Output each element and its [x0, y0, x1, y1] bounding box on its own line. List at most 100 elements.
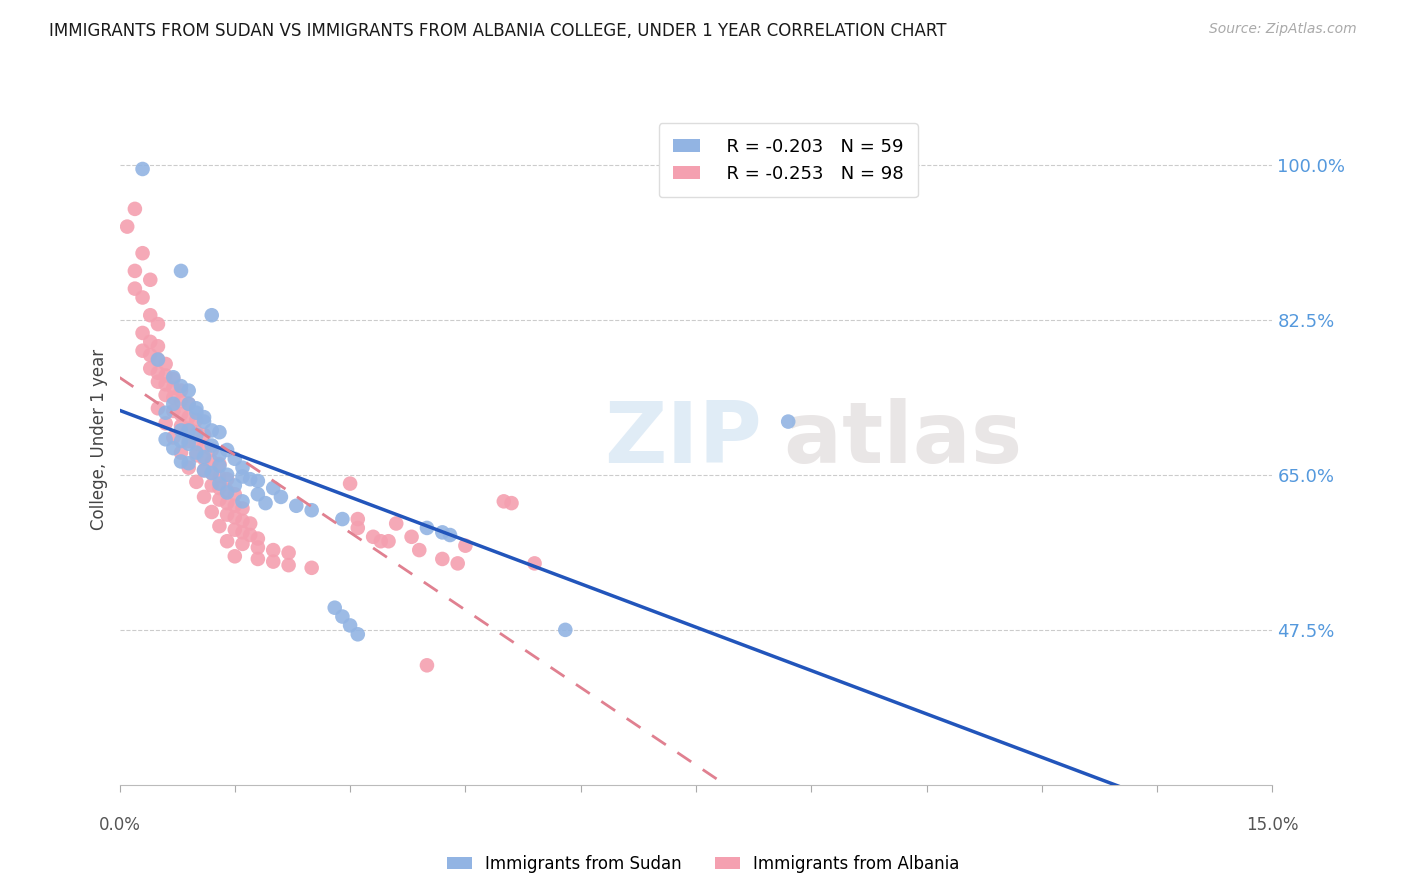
Point	[262, 481, 284, 495]
Point	[124, 202, 146, 216]
Point	[285, 499, 308, 513]
Point	[193, 463, 215, 477]
Point	[162, 397, 184, 411]
Point	[139, 308, 162, 322]
Point	[186, 428, 208, 442]
Point	[231, 537, 253, 551]
Point	[177, 410, 200, 425]
Point	[170, 454, 193, 468]
Point	[408, 543, 430, 558]
Point	[193, 439, 215, 453]
Text: 0.0%: 0.0%	[98, 816, 141, 834]
Point	[131, 326, 153, 340]
Point	[177, 422, 200, 436]
Point	[208, 448, 231, 462]
Point	[401, 530, 423, 544]
Point	[208, 457, 231, 471]
Point	[201, 442, 224, 457]
Point	[385, 516, 408, 531]
Point	[131, 161, 153, 176]
Text: 15.0%: 15.0%	[1246, 816, 1299, 834]
Point	[115, 219, 138, 234]
Point	[177, 424, 200, 438]
Point	[277, 558, 299, 573]
Point	[246, 474, 269, 488]
Point	[146, 352, 169, 367]
Point	[193, 415, 215, 429]
Point	[139, 334, 162, 349]
Point	[231, 501, 253, 516]
Point	[193, 410, 215, 425]
Point	[447, 557, 470, 571]
Point	[277, 546, 299, 560]
Point	[208, 458, 231, 473]
Point	[416, 658, 439, 673]
Point	[177, 460, 200, 475]
Point	[301, 503, 323, 517]
Point	[224, 451, 246, 466]
Point	[217, 508, 239, 522]
Point	[186, 445, 208, 459]
Point	[346, 512, 368, 526]
Point	[492, 494, 515, 508]
Point	[208, 476, 231, 491]
Point	[239, 472, 262, 486]
Legend: Immigrants from Sudan, Immigrants from Albania: Immigrants from Sudan, Immigrants from A…	[440, 848, 966, 880]
Point	[346, 521, 368, 535]
Point	[193, 428, 215, 442]
Point	[201, 466, 224, 480]
Text: atlas: atlas	[603, 398, 1022, 481]
Point	[170, 394, 193, 409]
Text: IMMIGRANTS FROM SUDAN VS IMMIGRANTS FROM ALBANIA COLLEGE, UNDER 1 YEAR CORRELATI: IMMIGRANTS FROM SUDAN VS IMMIGRANTS FROM…	[49, 22, 946, 40]
Point	[124, 282, 146, 296]
Point	[224, 478, 246, 492]
Point	[155, 368, 177, 383]
Point	[162, 404, 184, 418]
Point	[170, 379, 193, 393]
Point	[339, 618, 361, 632]
Point	[201, 438, 224, 452]
Point	[262, 555, 284, 569]
Point	[201, 308, 224, 322]
Point	[146, 352, 169, 367]
Point	[370, 534, 392, 549]
Point	[155, 417, 177, 431]
Text: Source: ZipAtlas.com: Source: ZipAtlas.com	[1209, 22, 1357, 37]
Point	[217, 442, 239, 457]
Point	[346, 627, 368, 641]
Point	[193, 451, 215, 466]
Point	[162, 441, 184, 455]
Point	[332, 609, 354, 624]
Point	[155, 388, 177, 402]
Point	[131, 246, 153, 260]
Point	[231, 469, 253, 483]
Point	[523, 557, 546, 571]
Point	[217, 483, 239, 498]
Point	[208, 481, 231, 495]
Point	[439, 528, 461, 542]
Point	[201, 454, 224, 468]
Point	[177, 397, 200, 411]
Point	[170, 384, 193, 398]
Point	[231, 494, 253, 508]
Point	[155, 406, 177, 420]
Point	[454, 539, 477, 553]
Point	[323, 600, 346, 615]
Point	[332, 512, 354, 526]
Point	[170, 424, 193, 438]
Point	[270, 490, 292, 504]
Point	[201, 478, 224, 492]
Point	[155, 357, 177, 371]
Point	[177, 434, 200, 448]
Point	[254, 496, 277, 510]
Point	[155, 433, 177, 447]
Point	[217, 472, 239, 486]
Point	[162, 391, 184, 405]
Point	[170, 419, 193, 434]
Point	[246, 532, 269, 546]
Point	[416, 521, 439, 535]
Point	[217, 485, 239, 500]
Point	[201, 505, 224, 519]
Point	[224, 499, 246, 513]
Point	[208, 492, 231, 507]
